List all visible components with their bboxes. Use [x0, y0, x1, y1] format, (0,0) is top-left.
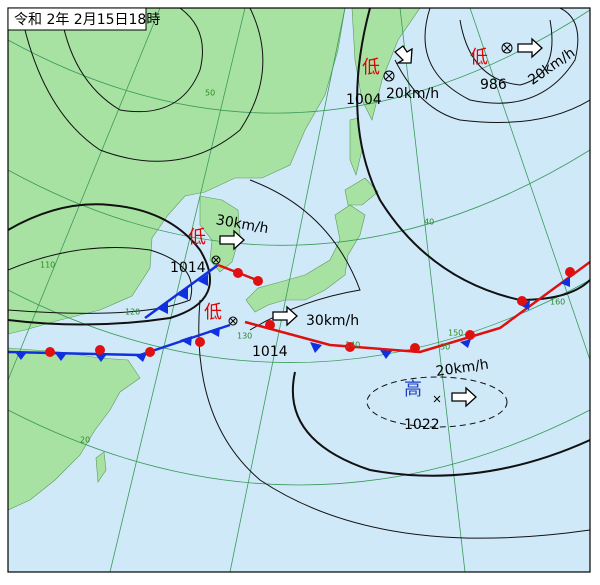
- isobar: [8, 247, 192, 314]
- pressure: 986: [480, 77, 507, 93]
- isobar: [291, 371, 590, 477]
- front-semicircles: [45, 267, 575, 357]
- longitude: [109, 8, 246, 572]
- motion-arrow: [451, 386, 477, 408]
- warm-front: [244, 260, 590, 354]
- isobar: [394, 59, 590, 123]
- grid-label: 40: [424, 218, 434, 227]
- grid-label: 30: [440, 343, 450, 352]
- high-label: 高: [404, 379, 422, 400]
- front-triangles: [15, 274, 570, 362]
- latitude: [8, 9, 590, 114]
- motion-arrow: [272, 305, 298, 327]
- japan: [245, 204, 366, 313]
- low-label: 低: [470, 47, 488, 68]
- isobar-dashed: [366, 376, 508, 428]
- grid-label: 110: [40, 261, 55, 270]
- pressure: 1014: [170, 260, 206, 276]
- low-label: 低: [188, 227, 206, 248]
- title-box: [7, 7, 147, 31]
- isobar: [198, 299, 590, 539]
- title: 令和 2年 2月15日18時: [14, 12, 160, 28]
- speed: 20km/h: [386, 86, 439, 102]
- longitude: [8, 8, 161, 381]
- longitude: [229, 8, 346, 572]
- motion-arrow: [517, 37, 543, 59]
- speed: 20km/h: [435, 357, 490, 380]
- isobar: [356, 8, 590, 302]
- taiwan: [95, 451, 107, 483]
- isobar: [19, 8, 264, 162]
- low-label: 低: [362, 57, 380, 78]
- longitude: [399, 8, 466, 572]
- latitude: [8, 149, 590, 246]
- isobar: [424, 8, 579, 104]
- grid-label: 20: [80, 436, 90, 445]
- continent: [8, 8, 346, 335]
- center-marks: [211, 42, 513, 403]
- grid-label: 160: [550, 298, 565, 307]
- isobar: [459, 19, 553, 86]
- latitude: [8, 279, 590, 363]
- hokkaido: [344, 177, 379, 206]
- grid-label: 130: [237, 332, 252, 341]
- longitude: [469, 8, 590, 361]
- motion-arrow: [394, 45, 413, 64]
- isobar: [8, 203, 211, 326]
- motion-arrow: [219, 229, 245, 251]
- grid-label: 150: [448, 329, 463, 338]
- cold-front: [144, 263, 219, 320]
- isobar: [59, 8, 203, 113]
- grid-label: 50: [205, 89, 215, 98]
- speed: 30km/h: [306, 313, 359, 329]
- latitude: [8, 409, 590, 486]
- kamchatka: [351, 8, 421, 121]
- grid-label: 120: [125, 308, 140, 317]
- pressure: 1022: [404, 417, 440, 433]
- pressure: 1004: [346, 92, 382, 108]
- pressure: 1014: [252, 344, 288, 360]
- grid-label: 140: [345, 341, 360, 350]
- low-label: 低: [204, 302, 222, 323]
- frame: [7, 7, 591, 573]
